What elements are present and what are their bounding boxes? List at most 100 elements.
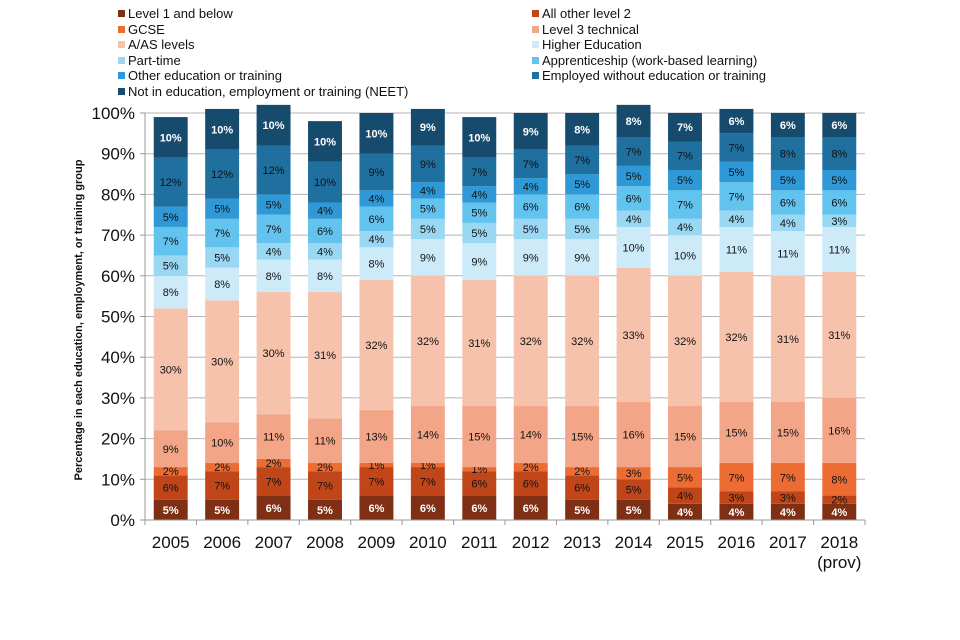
bar-segment — [565, 275, 600, 407]
x-tick-label: 2017 — [769, 533, 807, 552]
bar-segment — [462, 495, 497, 520]
bar-segment — [616, 226, 651, 268]
legend-label: GCSE — [128, 21, 165, 37]
data-label: 15% — [725, 427, 747, 439]
bar-segment — [256, 145, 291, 195]
data-label: 7% — [574, 155, 590, 167]
bar-segment — [462, 117, 497, 158]
data-label: 6% — [780, 120, 796, 132]
bar-segment — [770, 214, 805, 232]
bar-segment — [822, 495, 857, 504]
bar-segment — [513, 406, 548, 464]
bar-segment — [462, 471, 497, 496]
data-label: 3% — [780, 493, 796, 505]
bar-segment — [668, 190, 702, 219]
bar-segment — [822, 169, 857, 191]
data-label: 8% — [574, 124, 590, 136]
legend-item: Higher Education — [532, 37, 642, 52]
legend-swatch — [118, 87, 125, 95]
data-label: 11% — [726, 244, 747, 256]
data-label: 5% — [214, 252, 230, 264]
y-tick-label: 0% — [110, 511, 135, 530]
bar-segment — [256, 214, 291, 244]
bar-segment — [822, 463, 857, 496]
bar-segment — [565, 475, 600, 500]
bar-segment — [205, 108, 240, 150]
bar-group-2008: 5% 7% 2% 11% 31% 8% 4% 6% 4% 10% 10% — [308, 121, 342, 520]
data-label: 32% — [520, 336, 542, 348]
bar-segment — [153, 467, 188, 476]
data-label: 7% — [266, 224, 282, 236]
bar-segment — [153, 308, 188, 431]
bar-segment — [719, 503, 754, 520]
bar-segment — [822, 190, 857, 215]
bar-segment — [153, 255, 188, 276]
legend-label: Not in education, employment or training… — [128, 83, 409, 99]
data-label: 32% — [725, 332, 747, 344]
data-label: 11% — [314, 436, 335, 448]
x-tick-label: 2005 — [152, 533, 190, 552]
legend-item: Employed without education or training — [532, 68, 766, 83]
y-tick-label: 60% — [101, 267, 135, 286]
x-tick-label: 2012 — [512, 533, 550, 552]
data-label: 7% — [266, 476, 282, 488]
bar-segment — [308, 499, 342, 520]
bar-segment — [205, 267, 240, 301]
bar-segment — [410, 145, 445, 183]
bar-group-2014: 5% 5% 3% 16% 33% 10% 4% 6% 5% 7% 8% — [616, 104, 651, 520]
data-label: 5% — [420, 204, 436, 216]
bar-segment — [770, 503, 805, 520]
bar-segment — [668, 275, 702, 407]
y-tick-label: 100% — [92, 104, 135, 123]
data-label: 4% — [780, 507, 796, 519]
data-label: 11% — [263, 432, 284, 444]
data-label: 9% — [420, 252, 436, 264]
data-label: 7% — [728, 191, 744, 203]
data-label: 9% — [523, 126, 539, 138]
data-label: 32% — [365, 340, 387, 352]
data-label: 5% — [677, 472, 693, 484]
legend-label: A/AS levels — [128, 37, 195, 52]
bar-segment — [719, 108, 754, 134]
data-label: 8% — [780, 149, 796, 161]
data-label: 5% — [163, 505, 179, 517]
data-label: 5% — [626, 484, 642, 496]
data-label: 5% — [317, 505, 333, 517]
bar-group-2018: 4%2% 8% 16% 31% 11% 3% 6% 5% 8% 6% — [822, 113, 857, 520]
data-label: 10% — [211, 438, 233, 450]
x-tick-label: 2008 — [306, 533, 344, 552]
data-label: 5% — [471, 208, 487, 220]
bar-group-2007: 6% 7% 2% 11% 30% 8% 4% 7% 5% 12% 10% — [256, 104, 291, 520]
data-label: 8% — [368, 259, 384, 271]
data-label: 5% — [163, 261, 179, 273]
bar-segment — [205, 247, 240, 268]
data-label: 7% — [214, 480, 230, 492]
legend-item: Level 3 technical — [532, 22, 639, 37]
bar-segment — [513, 178, 548, 195]
data-label: 9% — [574, 252, 590, 264]
data-label: 2% — [317, 462, 333, 474]
data-label: 6% — [368, 503, 384, 515]
bar-segment — [410, 198, 445, 219]
data-label: 8% — [214, 279, 230, 291]
bar-segment — [256, 414, 291, 459]
data-label: 10% — [623, 242, 645, 254]
data-label: 31% — [828, 330, 850, 342]
bar-group-2005: 5% 6% 2% 9% 30% 8% 5% 7% 5% 12% 10% — [153, 117, 188, 520]
bar-segment — [513, 471, 548, 496]
bar-segment — [565, 145, 600, 175]
data-label: 4% — [368, 234, 384, 246]
legend-item: Part-time — [118, 53, 181, 68]
data-label: 5% — [677, 175, 693, 187]
data-label: 15% — [674, 432, 696, 444]
bar-segment — [153, 275, 188, 309]
data-label: 6% — [266, 503, 282, 515]
data-label: 2% — [266, 458, 282, 470]
y-tick-label: 70% — [101, 226, 135, 245]
bars: 5%6%2%9%30%8%5%7%5%12%10%5%7%2%10%30%8%5… — [153, 104, 857, 520]
bar-segment — [256, 104, 291, 146]
bar-segment — [616, 137, 651, 166]
bar-segment — [822, 271, 857, 398]
data-label: 9% — [523, 252, 539, 264]
